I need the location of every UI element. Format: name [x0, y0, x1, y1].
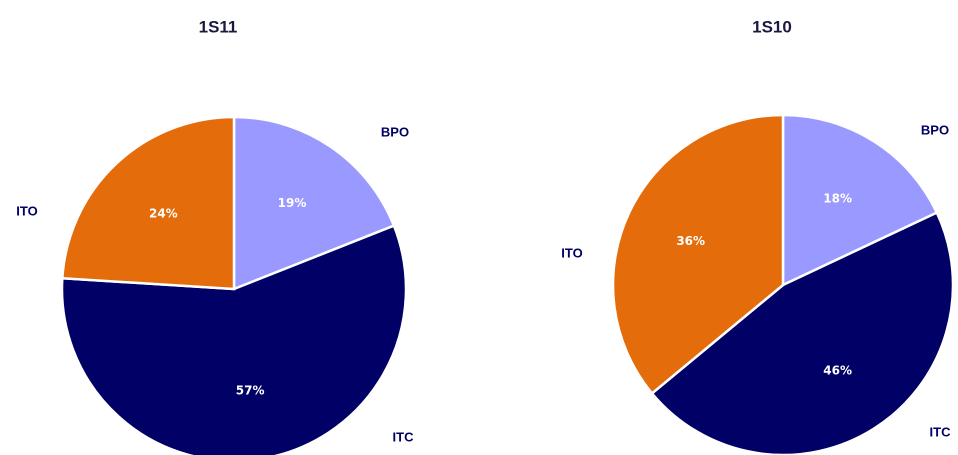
pie-slice — [232, 115, 396, 291]
data-label: 18% — [823, 191, 852, 205]
category-label: BPO — [921, 122, 949, 137]
category-label: ITO — [16, 203, 37, 218]
data-label: 57% — [236, 383, 265, 397]
category-label: ITC — [393, 429, 415, 444]
data-label: 36% — [676, 234, 705, 248]
pie-slice — [60, 224, 408, 455]
pie-slice — [650, 210, 955, 455]
pie-slice — [61, 115, 236, 291]
category-label: ITC — [930, 424, 952, 439]
data-label: 46% — [823, 364, 852, 378]
category-label: ITO — [561, 245, 582, 260]
pie-slice — [781, 113, 939, 287]
category-label: BPO — [381, 124, 409, 139]
data-label: 24% — [149, 206, 178, 220]
pie-slice — [611, 113, 785, 396]
data-label: 19% — [278, 196, 307, 210]
chart-title: 1S10 — [752, 17, 792, 36]
chart-title: 1S11 — [199, 17, 238, 36]
